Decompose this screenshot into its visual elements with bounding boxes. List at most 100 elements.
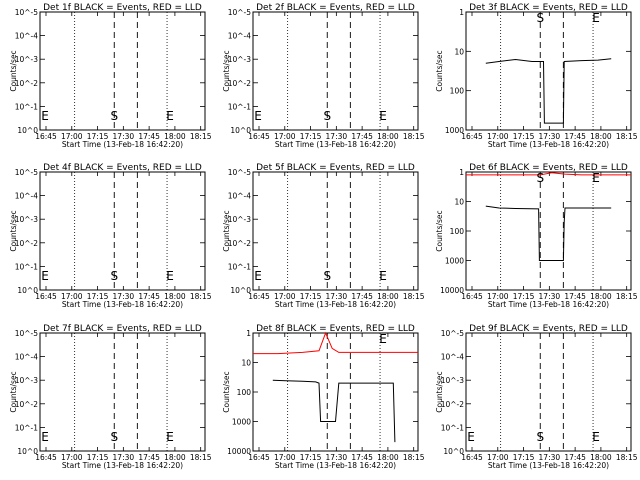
x-tick-label: 17:45 [138,453,160,462]
y-axis-label: Counts/sec [9,371,18,412]
x-axis-label: Start Time (13-Feb-18 16:42:20) [488,461,609,470]
x-tick-label: 17:30 [326,292,348,301]
chart-panel-4: Det 4f BLACK = Events, RED = LLD 16:45 17:… [9,163,212,309]
x-tick-label: 18:15 [616,453,638,462]
start-marker-label: S [536,11,544,25]
y-axis-label: Counts/sec [435,210,444,251]
x-tick-label: 16:45 [248,453,270,462]
x-axis-label: Start Time (13-Feb-18 16:42:20) [275,300,396,309]
start-marker-label: S [536,430,544,444]
x-tick-label: 18:15 [616,132,638,141]
end-marker-label: E [166,269,174,283]
start-marker-label: S [323,269,331,283]
plot-frame [465,11,632,131]
y-tick-label: 10^-5 [15,8,39,17]
x-tick-label: 18:00 [590,132,612,141]
chart-title: Det 9f BLACK = Events, RED = LLD [469,324,628,334]
chart-panel-3: Det 3f BLACK = Events, RED = LLD 16:45 17:… [435,3,638,149]
x-tick-label: 17:45 [138,132,160,141]
x-axis-label: Start Time (13-Feb-18 16:42:20) [488,300,609,309]
x-tick-label: 17:30 [326,132,348,141]
start-marker-label: S [110,269,118,283]
y-tick-label: 100 [237,388,252,397]
y-tick-label: 10^-3 [15,215,39,224]
y-tick-label: 10^-2 [228,79,252,88]
x-tick-label: 16:45 [461,292,483,301]
y-tick-label: 10 [241,359,251,368]
x-tick-label: 17:30 [539,292,561,301]
y-tick-label: 1000 [232,418,251,427]
y-tick-label: 10^-4 [228,192,252,201]
y-tick-label: 10^-4 [228,32,252,41]
x-axis-label: Start Time (13-Feb-18 16:42:20) [62,140,183,149]
end-marker-label: E [166,430,174,444]
left-end-marker-label: E [254,109,262,123]
chart-panel-2: Det 2f BLACK = Events, RED = LLD 16:45 17:… [222,3,425,149]
x-tick-label: 17:15 [513,132,535,141]
plot-frame [252,11,419,131]
x-tick-label: 17:15 [300,453,322,462]
y-tick-label: 10^0 [17,286,38,295]
end-marker-label: E [592,11,600,25]
x-tick-label: 18:15 [190,292,212,301]
y-tick-label: 10^-2 [441,400,465,409]
chart-title: Det 2f BLACK = Events, RED = LLD [256,3,415,13]
y-tick-label: 100 [450,87,465,96]
x-tick-label: 17:30 [539,132,561,141]
y-axis-label: Counts/sec [222,210,231,251]
y-tick-label: 10^0 [17,126,38,135]
x-tick-label: 17:00 [61,453,83,462]
y-tick-label: 10^-3 [441,376,465,385]
x-axis-label: Start Time (13-Feb-18 16:42:20) [62,300,183,309]
y-tick-label: 1 [459,168,464,177]
x-tick-label: 17:45 [564,132,586,141]
y-tick-label: 10000 [440,286,464,295]
x-tick-label: 18:00 [590,453,612,462]
chart-title: Det 6f BLACK = Events, RED = LLD [469,163,628,173]
x-tick-label: 18:00 [590,292,612,301]
y-tick-label: 10 [454,198,464,207]
plot-frame [465,332,632,452]
y-tick-label: 10^-3 [228,55,252,64]
y-tick-label: 10^-2 [15,79,39,88]
x-tick-label: 17:00 [61,132,83,141]
x-tick-label: 18:00 [377,132,399,141]
series-line [485,58,612,124]
x-tick-label: 18:15 [190,453,212,462]
plot-frame [39,11,206,131]
series-line [485,205,612,261]
y-tick-label: 10^-5 [15,329,39,338]
left-end-marker-label: E [41,430,49,444]
chart-title: Det 4f BLACK = Events, RED = LLD [43,163,202,173]
y-tick-label: 10^-4 [15,192,39,201]
y-tick-label: 1000 [445,257,464,266]
end-marker-label: E [379,332,387,346]
plot-frame [39,171,206,291]
plot-frame [252,171,419,291]
x-tick-label: 16:45 [248,132,270,141]
x-tick-label: 17:00 [274,292,296,301]
x-tick-label: 17:15 [513,453,535,462]
x-tick-label: 18:15 [190,132,212,141]
y-tick-label: 10^0 [443,447,464,456]
x-tick-label: 16:45 [461,132,483,141]
y-axis-label: Counts/sec [9,50,18,91]
y-tick-label: 10^-2 [15,400,39,409]
x-axis-label: Start Time (13-Feb-18 16:42:20) [62,461,183,470]
y-tick-label: 10^-1 [15,102,39,111]
y-tick-label: 10^-3 [228,215,252,224]
x-tick-label: 18:15 [403,453,425,462]
start-marker-label: S [323,109,331,123]
x-tick-label: 17:30 [539,453,561,462]
y-tick-label: 10^0 [17,447,38,456]
x-axis-label: Start Time (13-Feb-18 16:42:20) [275,140,396,149]
plot-frame [39,332,206,452]
y-tick-label: 10^-3 [15,376,39,385]
x-tick-label: 18:00 [164,292,186,301]
x-tick-label: 17:45 [564,292,586,301]
x-tick-label: 17:15 [87,292,109,301]
y-tick-label: 10^-1 [15,262,39,271]
chart-title: Det 1f BLACK = Events, RED = LLD [43,3,202,13]
y-tick-label: 10^0 [230,286,251,295]
left-end-marker-label: E [467,430,475,444]
